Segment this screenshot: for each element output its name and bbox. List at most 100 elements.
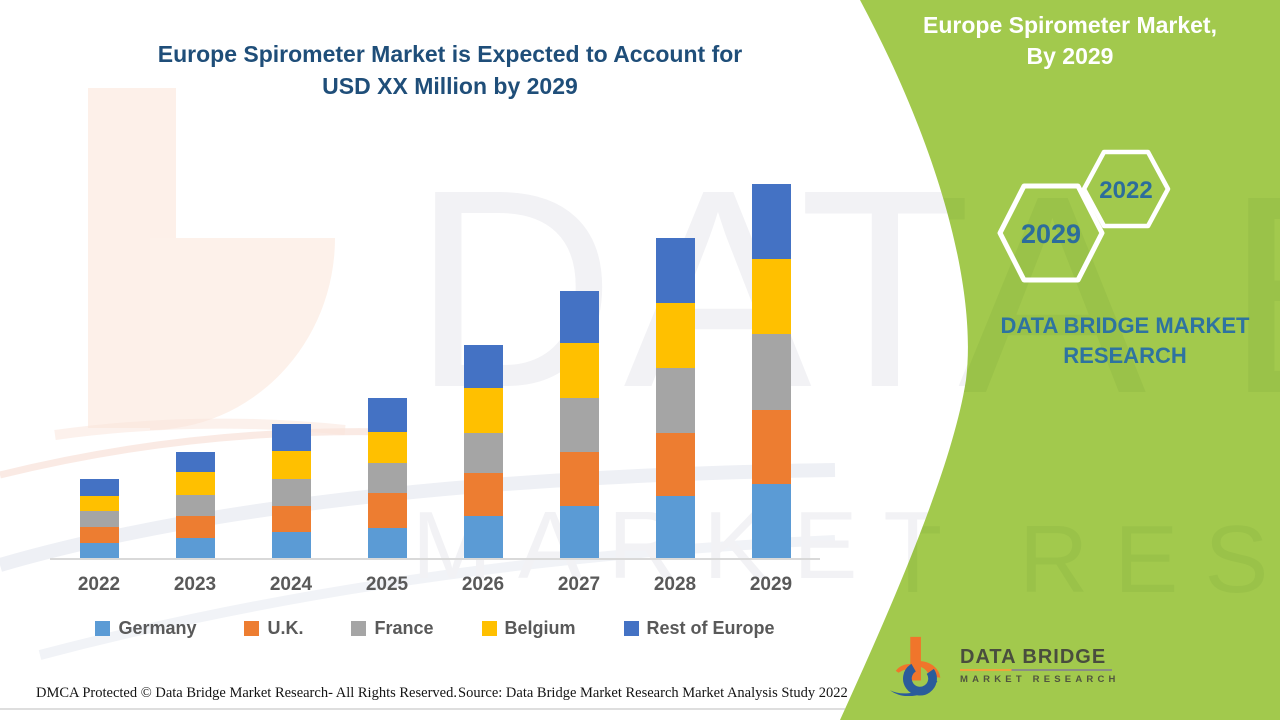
bar-segment-u-k-	[751, 410, 791, 484]
bar-segment-germany	[559, 506, 599, 558]
logo-subtitle: MARKET RESEARCH	[960, 673, 1120, 685]
legend-item-belgium: Belgium	[481, 618, 576, 639]
bar-segment-u-k-	[79, 527, 119, 543]
legend-swatch	[623, 621, 639, 636]
bar-segment-rest-of-europe	[271, 424, 311, 451]
hexagon-2022-label: 2022	[1099, 177, 1152, 204]
bar-segment-u-k-	[463, 473, 503, 516]
bar-2024	[271, 424, 311, 558]
legend-item-france: France	[351, 618, 434, 639]
legend-swatch	[481, 621, 497, 636]
svg-text:MARKET RESEARCH: MARKET RESEARCH	[412, 506, 1280, 613]
legend-label: France	[374, 618, 434, 638]
legend-label: Germany	[118, 618, 197, 638]
side-panel-background	[840, 0, 1280, 720]
brand-wordmark: DATA BRIDGE MARKET RESEARCH	[958, 311, 1280, 371]
hexagon-2022	[1081, 149, 1171, 229]
bar-segment-france	[175, 495, 215, 516]
bar-segment-rest-of-europe	[751, 184, 791, 259]
bar-2022	[79, 479, 119, 558]
bar-2026	[463, 345, 503, 558]
plot-area: 2022 2023 2024 2025 2026 2027 2028 2029	[50, 184, 820, 595]
legend-label: U.K.	[267, 618, 304, 638]
company-logo-text: DATA BRIDGE MARKET RESEARCH	[960, 646, 1120, 685]
x-axis-label: 2025	[365, 574, 409, 595]
legend-swatch	[95, 621, 111, 636]
bar-segment-france	[751, 334, 791, 410]
side-panel-title: Europe Spirometer Market, By 2029	[880, 10, 1260, 72]
bar-segment-rest-of-europe	[559, 291, 599, 343]
chart-title-line2: USD XX Million by 2029	[322, 73, 578, 99]
x-axis-label: 2028	[653, 574, 697, 595]
hexagon-2029-label: 2029	[1021, 219, 1081, 249]
company-logo-icon	[889, 636, 941, 696]
bar-segment-u-k-	[367, 493, 407, 528]
bar-segment-rest-of-europe	[655, 238, 695, 303]
legend-swatch	[351, 621, 367, 636]
bar-segment-belgium	[655, 303, 695, 368]
x-axis-label: 2024	[269, 574, 313, 595]
bar-segment-belgium	[271, 451, 311, 479]
bar-segment-germany	[79, 543, 119, 558]
bar-segment-france	[559, 398, 599, 452]
bar-segment-u-k-	[559, 452, 599, 506]
brand-wordmark-line1: DATA BRIDGE MARKET	[1000, 313, 1250, 338]
bar-segment-u-k-	[271, 506, 311, 532]
bar-segment-france	[463, 433, 503, 473]
bar-segment-rest-of-europe	[463, 345, 503, 388]
legend-label: Rest of Europe	[646, 618, 775, 638]
bar-segment-germany	[655, 496, 695, 558]
bar-2027	[559, 291, 599, 558]
legend-label: Belgium	[504, 618, 576, 638]
footer-divider-line	[0, 708, 845, 710]
bar-segment-germany	[175, 538, 215, 558]
bar-segment-rest-of-europe	[175, 452, 215, 472]
bar-segment-belgium	[751, 259, 791, 334]
bar-segment-france	[271, 479, 311, 506]
x-axis-line	[50, 558, 820, 560]
legend-swatch	[244, 621, 260, 636]
legend-item-u-k-: U.K.	[244, 618, 303, 639]
x-axis-label: 2029	[749, 574, 793, 595]
bar-segment-germany	[751, 484, 791, 558]
legend-item-germany: Germany	[95, 618, 196, 639]
side-panel-title-line1: Europe Spirometer Market,	[923, 12, 1217, 38]
bar-segment-u-k-	[655, 433, 695, 496]
bar-2023	[175, 452, 215, 558]
logo-underline	[960, 668, 1112, 671]
legend-item-rest-of-europe: Rest of Europe	[623, 618, 775, 639]
x-axis-label: 2026	[461, 574, 505, 595]
brand-wordmark-line2: RESEARCH	[1063, 343, 1187, 368]
bar-segment-germany	[463, 516, 503, 558]
bar-segment-rest-of-europe	[367, 398, 407, 432]
bar-segment-belgium	[463, 388, 503, 433]
bar-segment-rest-of-europe	[79, 479, 119, 496]
bar-2029	[751, 184, 791, 558]
bar-segment-belgium	[175, 472, 215, 495]
chart-title: Europe Spirometer Market is Expected to …	[55, 38, 845, 102]
x-axis-label: 2027	[557, 574, 601, 595]
footer-source: Source: Data Bridge Market Research Mark…	[458, 685, 848, 701]
x-axis-label: 2023	[173, 574, 217, 595]
bar-2028	[655, 238, 695, 558]
hexagon-2029	[997, 183, 1105, 283]
bar-segment-u-k-	[175, 516, 215, 538]
bar-segment-france	[655, 368, 695, 433]
bar-segment-belgium	[559, 343, 599, 398]
x-axis-label: 2022	[77, 574, 121, 595]
footer-dmca: DMCA Protected © Data Bridge Market Rese…	[36, 685, 457, 701]
chart-title-line1: Europe Spirometer Market is Expected to …	[157, 41, 743, 67]
bar-segment-belgium	[79, 496, 119, 511]
bar-segment-germany	[271, 532, 311, 558]
bar-segment-germany	[367, 528, 407, 558]
bar-segment-france	[79, 511, 119, 527]
side-panel-title-line2: By 2029	[1026, 43, 1114, 69]
bar-segment-belgium	[367, 432, 407, 463]
legend: Germany U.K. France Belgium Rest of Europe	[50, 618, 820, 639]
logo-name: DATA BRIDGE	[960, 645, 1107, 668]
bar-2025	[367, 398, 407, 558]
company-logo: DATA BRIDGE MARKET RESEARCH	[888, 634, 1120, 696]
bar-segment-france	[367, 463, 407, 493]
